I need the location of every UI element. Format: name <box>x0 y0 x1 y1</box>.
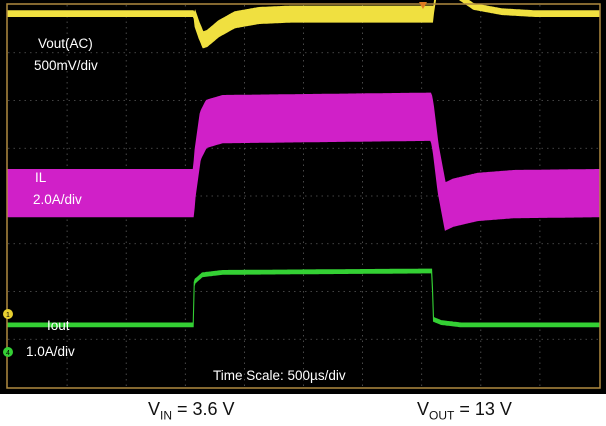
oscilloscope-screen: 1 4 Vout(AC) 500mV/div IL 2.0A/div Iout … <box>0 0 606 394</box>
time-scale-label: Time Scale: 500µs/div <box>213 368 346 383</box>
ch4-marker: 4 <box>3 347 13 357</box>
iout-scale-label: 1.0A/div <box>26 344 75 359</box>
vout-value: = 13 V <box>454 399 512 419</box>
iout-label: Iout <box>47 318 70 333</box>
vout-subscript: OUT <box>429 408 455 423</box>
vout-trace <box>7 0 600 49</box>
scope-traces <box>7 0 600 328</box>
vin-caption: VIN = 3.6 V <box>148 399 235 423</box>
vin-subscript: IN <box>160 408 173 423</box>
il-trace <box>7 92 600 231</box>
vin-prefix: V <box>148 399 161 419</box>
vout-label: Vout(AC) <box>38 36 93 51</box>
vout-prefix: V <box>417 399 430 419</box>
svg-text:4: 4 <box>6 350 10 357</box>
iout-trace <box>7 268 600 328</box>
trigger-marker-icon <box>419 2 427 9</box>
il-label: IL <box>35 170 47 185</box>
vout-caption: VOUT = 13 V <box>417 399 512 423</box>
il-scale-label: 2.0A/div <box>33 192 82 207</box>
scope-frame <box>6 3 601 389</box>
vin-value: = 3.6 V <box>172 399 235 419</box>
vout-scale-label: 500mV/div <box>34 58 98 73</box>
ch1-marker: 1 <box>3 309 13 319</box>
svg-text:1: 1 <box>6 312 10 319</box>
